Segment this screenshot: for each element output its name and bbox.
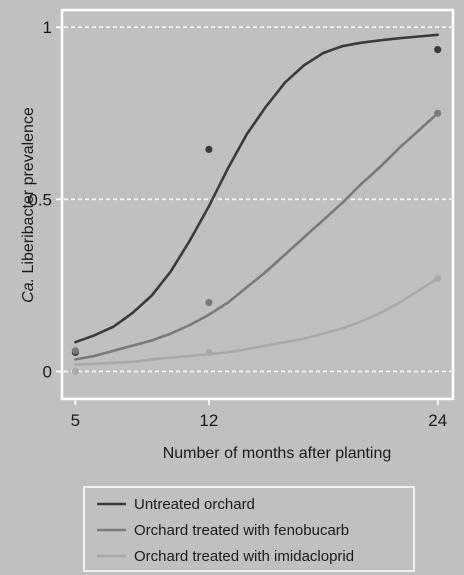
y-axis-title: Ca. Liberibacter prevalence <box>20 107 37 303</box>
data-point <box>434 109 442 117</box>
x-tick-label: 12 <box>199 411 218 430</box>
x-axis-ticks: 5 12 24 <box>71 399 447 430</box>
data-point <box>434 46 442 54</box>
x-tick-label: 24 <box>428 411 447 430</box>
y-axis-title-italic: Ca. <box>20 278 37 303</box>
y-tick-label: 1 <box>43 18 52 37</box>
series-line-2 <box>74 112 439 361</box>
series-curves <box>74 33 439 366</box>
data-point <box>205 348 213 357</box>
series-points <box>71 46 442 376</box>
legend-label: Orchard treated with fenobucarb <box>134 522 349 539</box>
y-axis-ticks: 00.51 <box>28 18 62 381</box>
grid-lines <box>64 26 451 373</box>
data-point <box>205 299 213 307</box>
legend-label: Orchard treated with imidacloprid <box>134 548 354 565</box>
data-point <box>71 367 79 376</box>
data-point <box>434 274 442 283</box>
x-tick-label: 5 <box>71 411 80 430</box>
legend-box <box>83 486 415 572</box>
data-point <box>205 145 213 153</box>
x-axis-title: Number of months after planting <box>163 445 392 462</box>
y-tick-label: 0.5 <box>28 190 52 209</box>
legend-label: Untreated orchard <box>134 496 255 513</box>
data-point <box>71 347 79 355</box>
series-line-1 <box>74 33 439 344</box>
legend: Untreated orchard Orchard treated with fe… <box>97 496 354 565</box>
y-tick-label: 0 <box>43 362 52 381</box>
plot-frame <box>60 8 455 401</box>
series-line-3 <box>74 277 439 366</box>
y-axis-title-rest: Liberibacter prevalence <box>20 107 37 278</box>
